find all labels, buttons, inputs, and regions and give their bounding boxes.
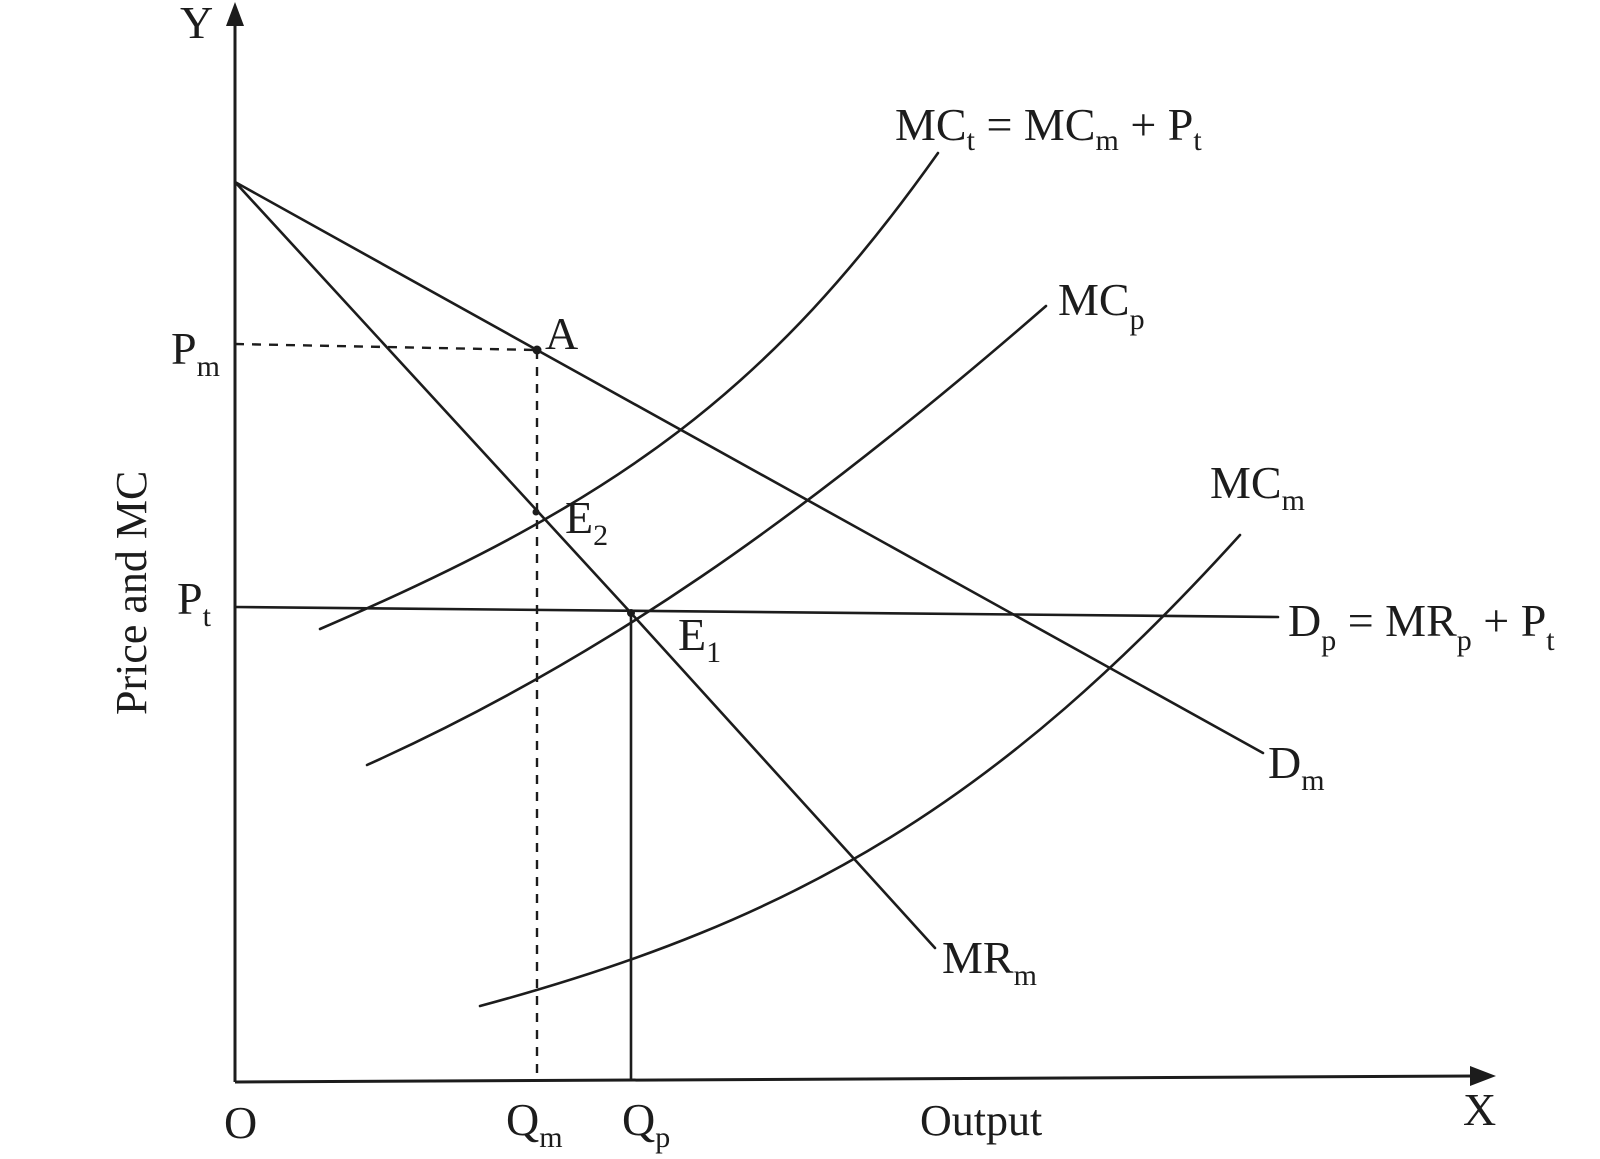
mcp-curve-label: MCp — [1058, 274, 1145, 336]
x-axis-arrowhead — [1470, 1066, 1496, 1086]
origin-label: O — [224, 1097, 257, 1148]
mcp-curve — [365, 304, 1048, 767]
mrm-curve — [233, 180, 937, 950]
point-e1-label: E1 — [678, 609, 721, 669]
qp-tick-label: Qp — [622, 1094, 670, 1154]
mcm-curve — [478, 533, 1242, 1008]
x-axis-title: Output — [920, 1096, 1042, 1145]
point-e2-label: E2 — [565, 492, 608, 552]
pm-tick-label: Pm — [171, 323, 220, 383]
x-axis-letter: X — [1463, 1084, 1496, 1135]
x-axis — [234, 1074, 1477, 1084]
y-axis-title: Price and MC — [107, 471, 156, 715]
qm-tick-label: Qm — [506, 1094, 563, 1154]
mcm-curve-label: MCm — [1210, 457, 1305, 517]
mct-curve — [318, 151, 940, 631]
axes — [226, 2, 1496, 1086]
y-axis-arrowhead — [226, 2, 244, 26]
mct-curve-label: MCt = MCm + Pt — [895, 99, 1202, 157]
point-a-marker — [532, 345, 542, 355]
dm-curve-label: Dm — [1268, 737, 1325, 797]
mrm-curve-label: MRm — [942, 932, 1037, 992]
point-e2-marker — [532, 508, 540, 516]
dp-curve-label: Dp = MRp + Pt — [1288, 595, 1555, 657]
dp-line — [233, 605, 1280, 619]
point-a-label: A — [545, 308, 578, 359]
y-axis-letter: Y — [180, 0, 213, 48]
pt-tick-label: Pt — [177, 573, 212, 633]
point-e1-marker — [627, 609, 635, 617]
